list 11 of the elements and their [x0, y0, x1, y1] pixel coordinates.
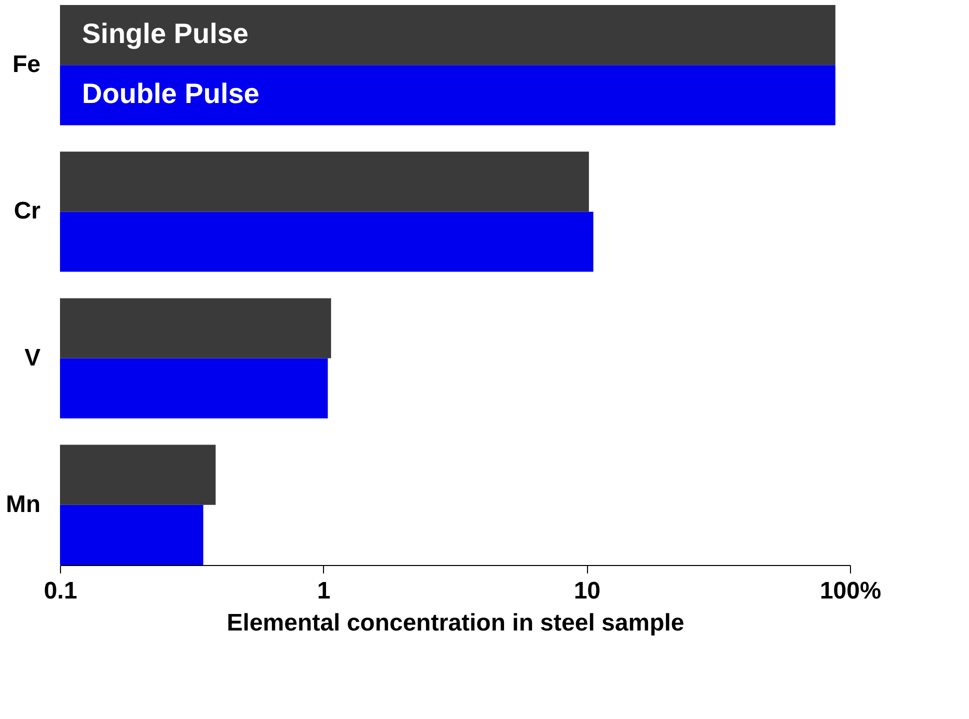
y-tick-label: Mn	[6, 490, 40, 518]
y-tick-label: V	[24, 344, 40, 372]
x-axis-title: Elemental concentration in steel sample	[226, 610, 684, 636]
series-label: Single Pulse	[82, 18, 248, 50]
series-label: Double Pulse	[82, 78, 260, 110]
y-tick-label: Fe	[12, 51, 40, 78]
x-tick-label: 1	[317, 578, 331, 604]
x-tick-label: 0.1	[44, 578, 78, 604]
y-tick-label: Cr	[14, 198, 40, 225]
x-tick-label: 10	[574, 578, 601, 604]
x-tick-label: 100%	[820, 578, 882, 604]
